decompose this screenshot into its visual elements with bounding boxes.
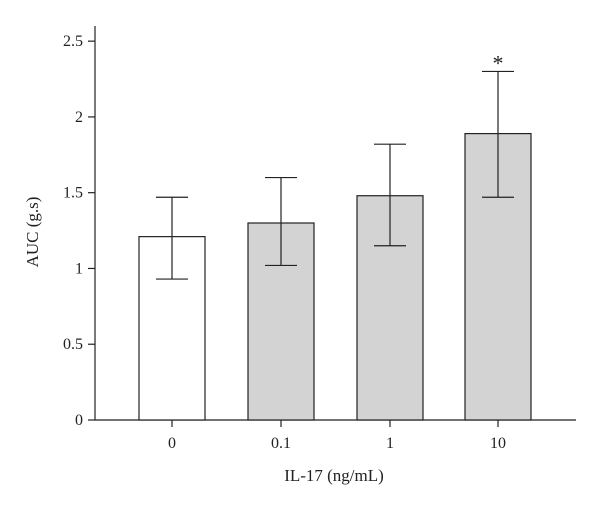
y-axis-title: AUC (g.s): [23, 197, 42, 268]
x-tick-label: 10: [490, 435, 506, 452]
y-tick-label: 0.5: [63, 336, 83, 353]
x-axis: 0 0.1 1 10: [95, 419, 576, 452]
x-tick-label: 1: [386, 435, 394, 452]
x-tick-label: 0: [168, 435, 176, 452]
bars: [138, 132, 532, 421]
y-axis: 0 0.5 1 1.5 2 2.5: [63, 26, 96, 429]
error-bars: *: [156, 50, 514, 280]
x-axis-title: IL-17 (ng/mL): [284, 466, 384, 485]
x-tick-label: 0.1: [271, 435, 291, 452]
y-tick-label: 0: [75, 412, 83, 429]
significance-marker: *: [493, 50, 504, 75]
y-tick-label: 1.5: [63, 185, 83, 202]
y-tick-label: 1: [75, 260, 83, 277]
y-tick-label: 2.5: [63, 33, 83, 50]
y-tick-label: 2: [75, 109, 83, 126]
